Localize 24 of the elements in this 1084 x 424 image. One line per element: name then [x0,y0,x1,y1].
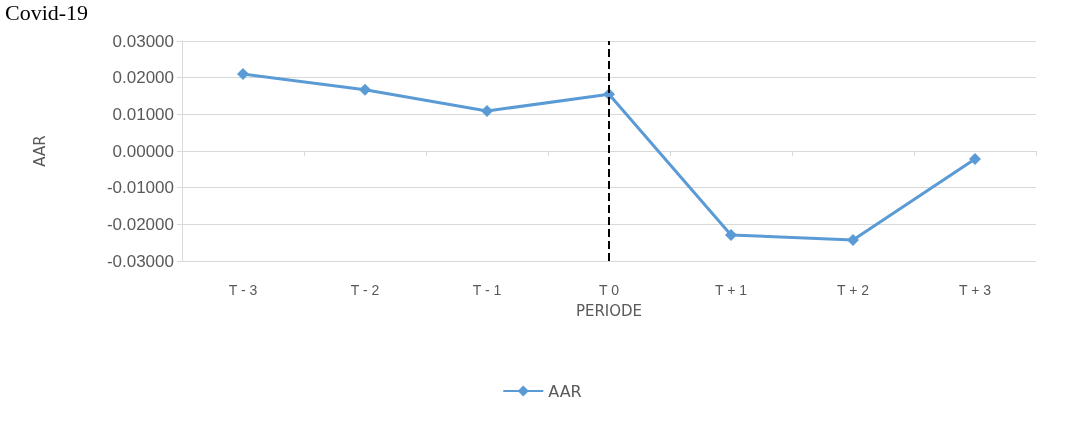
x-axis-title: PERIODE [575,301,643,320]
y-axis-title: AAR [30,135,49,167]
y-tick-label: -0.02000 [106,214,174,234]
legend-label: AAR [548,381,582,401]
y-tick-label: 0.00000 [112,141,174,161]
y-tick-label: 0.01000 [112,104,174,124]
x-tick-label: T - 2 [350,282,380,298]
point [847,234,859,247]
x-tick-label: T + 1 [714,282,748,298]
y-tick-label: -0.03000 [106,251,174,271]
x-tick-label: T - 1 [472,282,502,298]
point [237,68,249,80]
chart-title: Covid-19 [5,0,89,25]
x-tick-label: T + 2 [836,282,870,298]
x-tick-label: T - 3 [228,282,258,298]
point [481,105,493,118]
y-tick-label: 0.03000 [112,31,174,51]
x-tick-label: T 0 [599,282,620,298]
x-tick-label: T + 3 [958,282,992,298]
point [359,83,371,96]
point [725,228,737,241]
y-tick-label: 0.02000 [112,68,174,88]
point [969,153,981,166]
y-tick-label: -0.01000 [106,178,174,198]
